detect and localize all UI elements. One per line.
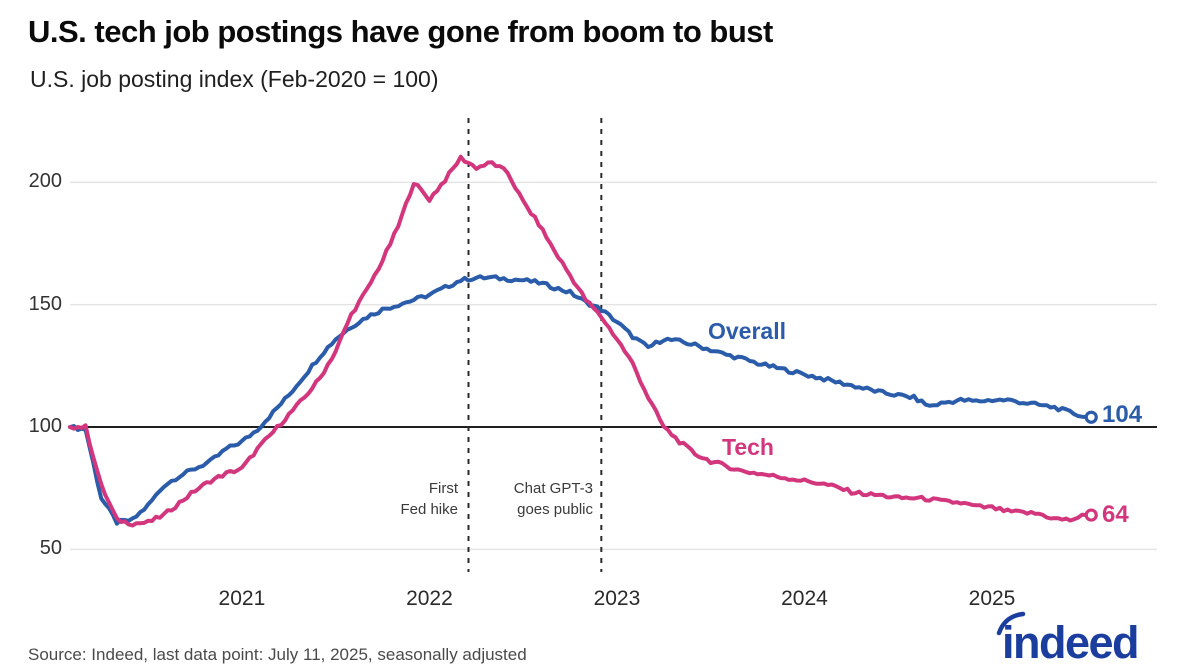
- indeed-swoosh-icon: [996, 611, 1026, 636]
- source-note: Source: Indeed, last data point: July 11…: [28, 645, 527, 664]
- series-label-tech: Tech: [722, 434, 774, 460]
- end-marker-overall: [1084, 410, 1098, 424]
- annotation-chatgpt-line2: goes public: [517, 501, 593, 518]
- series-label-overall: Overall: [708, 318, 786, 344]
- y-axis-label-200: 200: [28, 170, 62, 193]
- annotation-fed-hike-line2: Fed hike: [400, 501, 458, 518]
- series-line-overall: [68, 274, 1094, 526]
- page-title: U.S. tech job postings have gone from bo…: [28, 14, 773, 49]
- annotation-chatgpt-line1: Chat GPT-3: [513, 480, 593, 497]
- annotation-fed-hike-line1: First: [428, 480, 458, 497]
- x-axis-label-2022: 2022: [406, 587, 453, 610]
- x-axis-label-2024: 2024: [781, 587, 828, 610]
- annotation-chatgpt: Chat GPT-3 goes public: [514, 478, 593, 520]
- indeed-logo-text: indeed: [1002, 617, 1140, 668]
- x-axis-label-2021: 2021: [218, 587, 266, 610]
- page-subtitle: U.S. job posting index (Feb-2020 = 100): [30, 66, 439, 92]
- x-axis-label-2025: 2025: [968, 587, 1016, 610]
- y-axis-label-50: 50: [39, 537, 62, 560]
- end-value-overall: 104: [1102, 401, 1143, 428]
- annotation-fed-hike: First Fed hike: [400, 478, 458, 520]
- x-axis-label-2023: 2023: [593, 587, 641, 610]
- end-marker-tech: [1084, 508, 1098, 522]
- end-value-tech: 64: [1102, 501, 1129, 528]
- indeed-logo: indeed: [984, 610, 1154, 668]
- y-axis-label-100: 100: [28, 415, 62, 437]
- series-line-tech: [68, 154, 1094, 528]
- y-axis-label-150: 150: [28, 292, 62, 315]
